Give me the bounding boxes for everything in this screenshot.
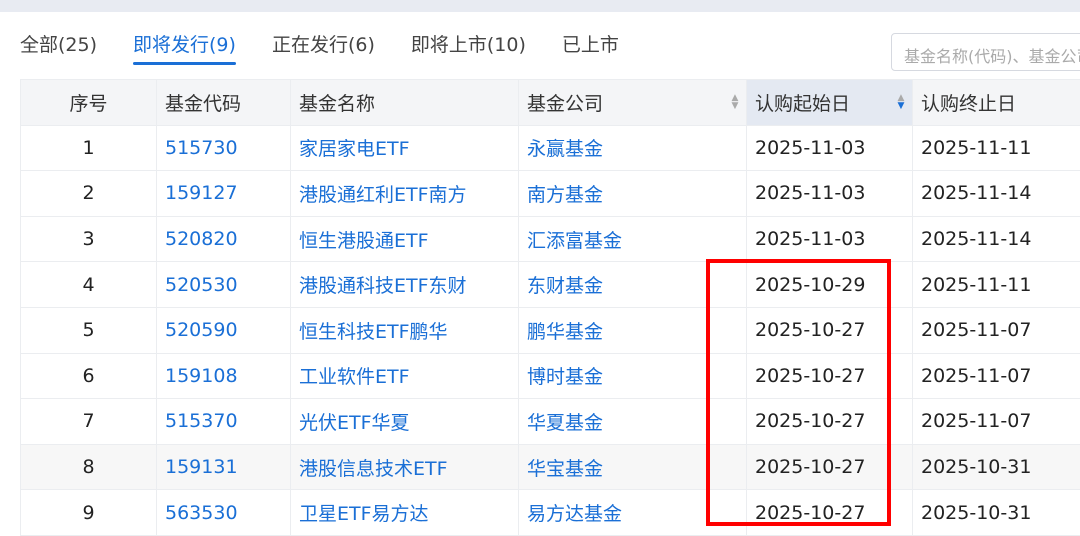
cell-subscription-end: 2025-11-07 <box>913 399 1080 445</box>
cell-fund-company[interactable]: 南方基金 <box>519 171 747 217</box>
cell-fund-company[interactable]: 汇添富基金 <box>519 216 747 262</box>
cell-index: 4 <box>21 262 157 308</box>
tab-3[interactable]: 即将上市(10) <box>411 30 526 65</box>
header-label: 基金代码 <box>165 93 241 115</box>
cell-fund-name[interactable]: 工业软件ETF <box>291 353 519 399</box>
cell-fund-code[interactable]: 520530 <box>157 262 291 308</box>
cell-subscription-end: 2025-10-31 <box>913 444 1080 490</box>
cell-fund-code[interactable]: 520820 <box>157 216 291 262</box>
cell-index: 2 <box>21 171 157 217</box>
cell-index: 1 <box>21 125 157 171</box>
cell-fund-code[interactable]: 563530 <box>157 490 291 536</box>
header-fund-company[interactable]: 基金公司 ▲▼ <box>519 80 747 126</box>
header-fund-name: 基金名称 <box>291 80 519 126</box>
cell-subscription-start: 2025-10-27 <box>747 399 913 445</box>
cell-fund-company[interactable]: 鹏华基金 <box>519 307 747 353</box>
cell-fund-company[interactable]: 华宝基金 <box>519 444 747 490</box>
cell-subscription-end: 2025-11-14 <box>913 171 1080 217</box>
header-label: 基金名称 <box>299 93 375 115</box>
cell-fund-company[interactable]: 易方达基金 <box>519 490 747 536</box>
cell-fund-company[interactable]: 永赢基金 <box>519 125 747 171</box>
tab-4[interactable]: 已上市 <box>562 30 619 65</box>
header-label: 认购起始日 <box>755 93 850 115</box>
cell-subscription-end: 2025-11-11 <box>913 125 1080 171</box>
cell-fund-name[interactable]: 港股通红利ETF南方 <box>291 171 519 217</box>
cell-subscription-end: 2025-11-07 <box>913 353 1080 399</box>
cell-subscription-end: 2025-10-31 <box>913 490 1080 536</box>
header-fund-code: 基金代码 <box>157 80 291 126</box>
header-label: 序号 <box>69 93 107 115</box>
sort-icon[interactable]: ▲▼ <box>896 94 906 110</box>
cell-index: 7 <box>21 399 157 445</box>
header-label: 基金公司 <box>527 93 603 115</box>
cell-fund-name[interactable]: 卫星ETF易方达 <box>291 490 519 536</box>
tab-1[interactable]: 即将发行(9) <box>133 30 236 65</box>
cell-subscription-start: 2025-11-03 <box>747 125 913 171</box>
cell-fund-code[interactable]: 159108 <box>157 353 291 399</box>
header-subscription-start[interactable]: 认购起始日 ▲▼ <box>747 80 913 126</box>
cell-index: 3 <box>21 216 157 262</box>
cell-fund-code[interactable]: 520590 <box>157 307 291 353</box>
cell-fund-code[interactable]: 159127 <box>157 171 291 217</box>
cell-fund-company[interactable]: 东财基金 <box>519 262 747 308</box>
cell-fund-company[interactable]: 华夏基金 <box>519 399 747 445</box>
cell-fund-code[interactable]: 159131 <box>157 444 291 490</box>
cell-index: 6 <box>21 353 157 399</box>
search-input[interactable]: 基金名称(代码)、基金公司 <box>891 33 1080 71</box>
cell-fund-company[interactable]: 博时基金 <box>519 353 747 399</box>
tab-2[interactable]: 正在发行(6) <box>272 30 375 65</box>
cell-fund-code[interactable]: 515370 <box>157 399 291 445</box>
cell-fund-name[interactable]: 港股信息技术ETF <box>291 444 519 490</box>
header-label: 认购终止日 <box>921 93 1016 115</box>
cell-subscription-end: 2025-11-07 <box>913 307 1080 353</box>
header-index: 序号 <box>21 80 157 126</box>
cell-subscription-start: 2025-10-27 <box>747 444 913 490</box>
cell-subscription-start: 2025-11-03 <box>747 216 913 262</box>
cell-subscription-start: 2025-10-27 <box>747 307 913 353</box>
cell-subscription-end: 2025-11-14 <box>913 216 1080 262</box>
tab-bar: 全部(25) 即将发行(9) 正在发行(6) 即将上市(10) 已上市 <box>20 30 655 65</box>
cell-index: 8 <box>21 444 157 490</box>
cell-fund-name[interactable]: 家居家电ETF <box>291 125 519 171</box>
cell-subscription-start: 2025-11-03 <box>747 171 913 217</box>
top-band <box>0 0 1080 12</box>
cell-fund-name[interactable]: 光伏ETF华夏 <box>291 399 519 445</box>
cell-index: 9 <box>21 490 157 536</box>
tab-0[interactable]: 全部(25) <box>20 30 97 65</box>
cell-fund-name[interactable]: 恒生科技ETF鹏华 <box>291 307 519 353</box>
sort-icon[interactable]: ▲▼ <box>730 94 740 110</box>
header-subscription-end[interactable]: 认购终止日▲▼ <box>913 80 1080 126</box>
cell-subscription-end: 2025-11-11 <box>913 262 1080 308</box>
cell-subscription-start: 2025-10-27 <box>747 490 913 536</box>
cell-subscription-start: 2025-10-29 <box>747 262 913 308</box>
cell-fund-code[interactable]: 515730 <box>157 125 291 171</box>
cell-index: 5 <box>21 307 157 353</box>
fund-table: 序号 基金代码 基金名称 基金公司 ▲▼ 认购起始日 ▲▼ 认购终止日▲▼ 1515730家居… <box>20 79 1080 536</box>
cell-fund-name[interactable]: 港股通科技ETF东财 <box>291 262 519 308</box>
cell-subscription-start: 2025-10-27 <box>747 353 913 399</box>
cell-fund-name[interactable]: 恒生港股通ETF <box>291 216 519 262</box>
